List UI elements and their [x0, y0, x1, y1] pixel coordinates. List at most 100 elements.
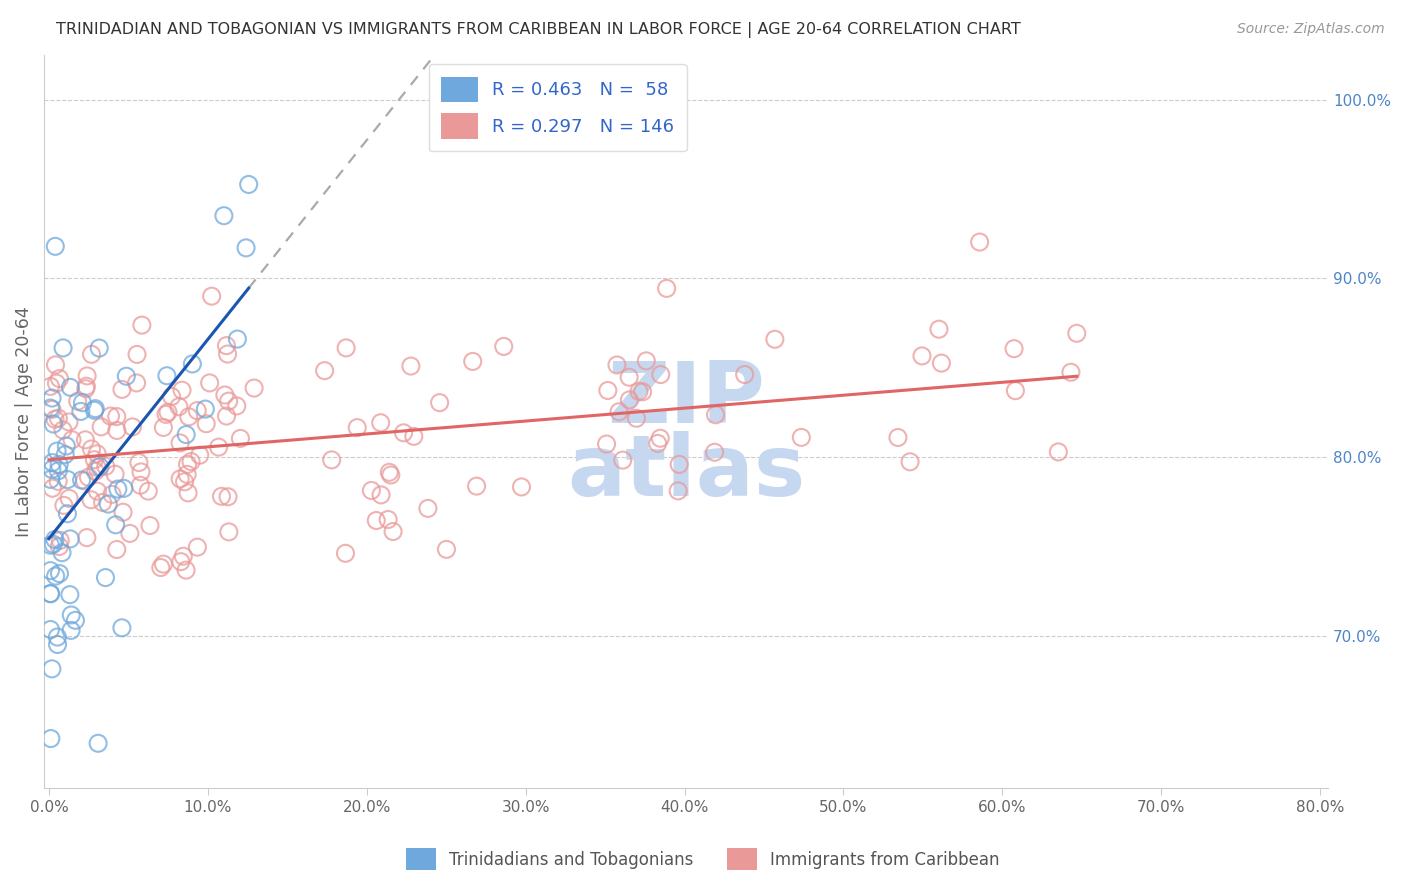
Point [174, 427, 197, 442]
Point [60, 433, 83, 447]
Point [666, 483, 689, 498]
Point [212, 209, 235, 223]
Point [215, 409, 238, 423]
Point [115, 369, 138, 384]
Point [41, 462, 63, 476]
Point [125, 347, 148, 361]
Point [52, 423, 75, 437]
Point [626, 411, 648, 425]
Point [378, 466, 401, 480]
Point [607, 405, 630, 419]
Point [172, 549, 194, 564]
Point [703, 445, 725, 459]
Point [186, 540, 208, 554]
Point [80, 442, 103, 456]
Point [42, 537, 65, 551]
Point [39, 379, 62, 393]
Point [111, 621, 134, 635]
Point [321, 453, 343, 467]
Point [167, 400, 190, 414]
Point [226, 332, 249, 346]
Point [655, 281, 678, 295]
Point [1047, 445, 1070, 459]
Point [73, 474, 96, 488]
Point [86, 447, 108, 461]
Point [207, 440, 229, 454]
Point [121, 420, 143, 434]
Point [399, 359, 422, 373]
Point [211, 489, 233, 503]
Point [627, 384, 650, 399]
Point [195, 417, 218, 431]
Point [59, 532, 82, 546]
Point [75, 433, 97, 447]
Point [48, 566, 70, 581]
Point [101, 487, 124, 501]
Point [370, 416, 392, 430]
Point [69, 404, 91, 418]
Point [492, 339, 515, 353]
Point [215, 339, 238, 353]
Point [1060, 365, 1083, 379]
Point [97, 497, 120, 511]
Point [41, 391, 63, 405]
Point [169, 472, 191, 486]
Point [104, 517, 127, 532]
Point [125, 376, 148, 390]
Point [75, 379, 97, 393]
Point [911, 349, 934, 363]
Text: Source: ZipAtlas.com: Source: ZipAtlas.com [1237, 22, 1385, 37]
Point [58, 415, 80, 429]
Point [80, 347, 103, 361]
Point [46, 638, 69, 652]
Point [65, 613, 87, 627]
Point [48, 371, 70, 385]
Point [606, 358, 628, 372]
Legend: R = 0.463   N =  58, R = 0.297   N = 146: R = 0.463 N = 58, R = 0.297 N = 146 [429, 64, 686, 152]
Point [58, 491, 80, 506]
Point [346, 420, 368, 434]
Point [107, 482, 129, 496]
Point [170, 383, 193, 397]
Point [112, 505, 135, 519]
Point [201, 289, 224, 303]
Point [188, 448, 211, 462]
Point [619, 392, 641, 407]
Point [631, 384, 654, 399]
Point [46, 411, 69, 425]
Point [225, 399, 247, 413]
Point [898, 455, 921, 469]
Point [42, 417, 65, 431]
Point [39, 731, 62, 746]
Point [1002, 342, 1025, 356]
Point [596, 384, 619, 398]
Point [595, 437, 617, 451]
Point [1004, 384, 1026, 398]
Text: ZIP
atlas: ZIP atlas [567, 358, 806, 514]
Point [217, 347, 239, 361]
Point [214, 388, 236, 402]
Text: TRINIDADIAN AND TOBAGONIAN VS IMMIGRANTS FROM CARIBBEAN IN LABOR FORCE | AGE 20-: TRINIDADIAN AND TOBAGONIAN VS IMMIGRANTS… [56, 22, 1021, 38]
Point [931, 356, 953, 370]
Point [75, 382, 97, 396]
Point [51, 546, 73, 560]
Point [436, 542, 458, 557]
Point [360, 483, 382, 498]
Point [129, 478, 152, 492]
Point [186, 403, 208, 417]
Point [377, 512, 399, 526]
Point [382, 524, 405, 539]
Point [704, 408, 727, 422]
Point [380, 468, 402, 483]
Point [44, 239, 66, 253]
Point [928, 322, 950, 336]
Point [169, 436, 191, 450]
Point [636, 354, 658, 368]
Point [402, 429, 425, 443]
Point [1066, 326, 1088, 341]
Point [83, 403, 105, 417]
Point [90, 420, 112, 434]
Point [111, 383, 134, 397]
Point [46, 444, 69, 458]
Point [176, 458, 198, 472]
